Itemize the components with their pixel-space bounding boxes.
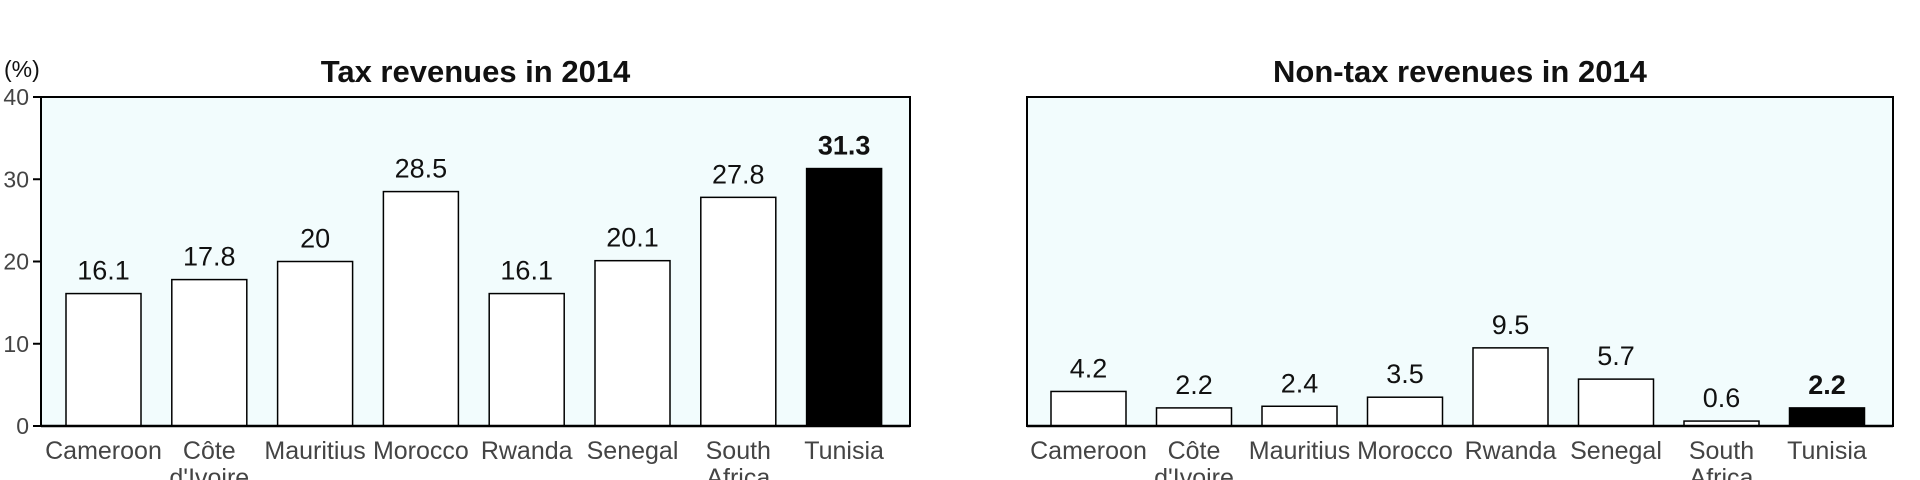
category-label-line: Africa — [706, 464, 770, 480]
category-label-line: Cameroon — [1030, 437, 1147, 465]
tax-bar-value-label: 20.1 — [606, 223, 659, 253]
tax-bar-value-label: 31.3 — [818, 131, 871, 161]
category-label-line: Tunisia — [1787, 437, 1867, 465]
nontax-bar-value-label: 9.5 — [1492, 310, 1530, 340]
category-label-line: South — [706, 437, 771, 465]
nontax-plot-area — [1026, 96, 1894, 427]
y-axis-tick-label: 10 — [3, 331, 29, 357]
tax-bar — [171, 278, 248, 427]
nontax-bar-value-label: 2.2 — [1808, 370, 1846, 400]
tax-category-label: Rwanda — [481, 437, 573, 465]
nontax-category-label: Mauritius — [1249, 437, 1350, 465]
y-axis-tick-label: 40 — [3, 84, 29, 110]
category-label-line: d'Ivoire — [1154, 464, 1234, 480]
category-label-line: Côte — [1168, 437, 1221, 465]
nontax-bar-value-label: 0.6 — [1703, 383, 1741, 413]
nontax-chart-title: Non-tax revenues in 2014 — [1273, 54, 1648, 89]
nontax-bar-value-label: 5.7 — [1597, 341, 1635, 371]
nontax-bar — [1050, 390, 1127, 427]
nontax-category-label: Tunisia — [1787, 437, 1867, 465]
nontax-category-label: Morocco — [1357, 437, 1453, 465]
tax-category-label: Tunisia — [804, 437, 884, 465]
tax-category-label: Morocco — [373, 437, 469, 465]
tax-bar-value-label: 17.8 — [183, 242, 236, 272]
y-axis-tick-label: 30 — [3, 166, 29, 192]
category-label-line: d'Ivoire — [169, 464, 249, 480]
tax-bar — [488, 292, 565, 427]
nontax-bar-value-label: 2.2 — [1175, 370, 1213, 400]
category-label-line: Senegal — [1570, 437, 1662, 465]
nontax-category-label: South Africa — [1689, 437, 1754, 480]
tax-bar — [700, 196, 777, 427]
nontax-bar — [1472, 347, 1549, 427]
category-label-line: Côte — [183, 437, 236, 465]
tax-bar — [805, 167, 883, 427]
y-axis-unit-label: (%) — [4, 56, 40, 82]
tax-category-label: Côte d'Ivoire — [169, 437, 249, 480]
tax-bar-value-label: 16.1 — [500, 256, 553, 286]
nontax-category-label: Senegal — [1570, 437, 1662, 465]
category-label-line: Mauritius — [264, 437, 365, 465]
category-label-line: Morocco — [1357, 437, 1453, 465]
tax-bar — [276, 260, 354, 427]
y-axis-tick-label: 0 — [16, 413, 29, 439]
tax-bar-value-label: 16.1 — [77, 256, 130, 286]
tax-chart-title: Tax revenues in 2014 — [321, 54, 631, 89]
nontax-bar — [1366, 396, 1444, 427]
category-label-line: South — [1689, 437, 1754, 465]
y-axis-tick-label: 20 — [3, 249, 29, 275]
category-label-line: Rwanda — [481, 437, 573, 465]
nontax-category-label: Rwanda — [1465, 437, 1557, 465]
nontax-bar — [1788, 407, 1866, 427]
category-label-line: Morocco — [373, 437, 469, 465]
tax-category-label: South Africa — [706, 437, 771, 480]
nontax-bar-value-label: 2.4 — [1281, 368, 1319, 398]
nontax-bar-value-label: 4.2 — [1070, 353, 1108, 383]
tax-bar-value-label: 20 — [300, 224, 330, 254]
nontax-bar — [1261, 405, 1338, 427]
category-label-line: Mauritius — [1249, 437, 1350, 465]
category-label-line: Rwanda — [1465, 437, 1557, 465]
nontax-bar-value-label: 3.5 — [1386, 359, 1424, 389]
nontax-category-label: Côte d'Ivoire — [1154, 437, 1234, 480]
tax-bar-value-label: 27.8 — [712, 159, 765, 189]
nontax-bar — [1577, 378, 1655, 427]
category-label-line: Africa — [1690, 464, 1754, 480]
nontax-category-label: Cameroon — [1030, 437, 1147, 465]
category-label-line: Tunisia — [804, 437, 884, 465]
category-label-line: Cameroon — [45, 437, 162, 465]
tax-chart-panel: Tax revenues in 2014 (%) 0 10 20 30 40 16.1 Came… — [3, 54, 911, 480]
tax-category-label: Senegal — [587, 437, 679, 465]
category-label-line: Senegal — [587, 437, 679, 465]
tax-category-label: Mauritius — [264, 437, 365, 465]
tax-bar — [65, 292, 142, 427]
tax-bar — [594, 259, 671, 427]
nontax-chart-panel: Non-tax revenues in 2014 4.2 Cameroon 2.2 Cô… — [1026, 54, 1894, 480]
tax-bar-value-label: 28.5 — [395, 154, 448, 184]
nontax-bar — [1155, 407, 1233, 427]
tax-category-label: Cameroon — [45, 437, 162, 465]
tax-bar — [382, 190, 460, 427]
